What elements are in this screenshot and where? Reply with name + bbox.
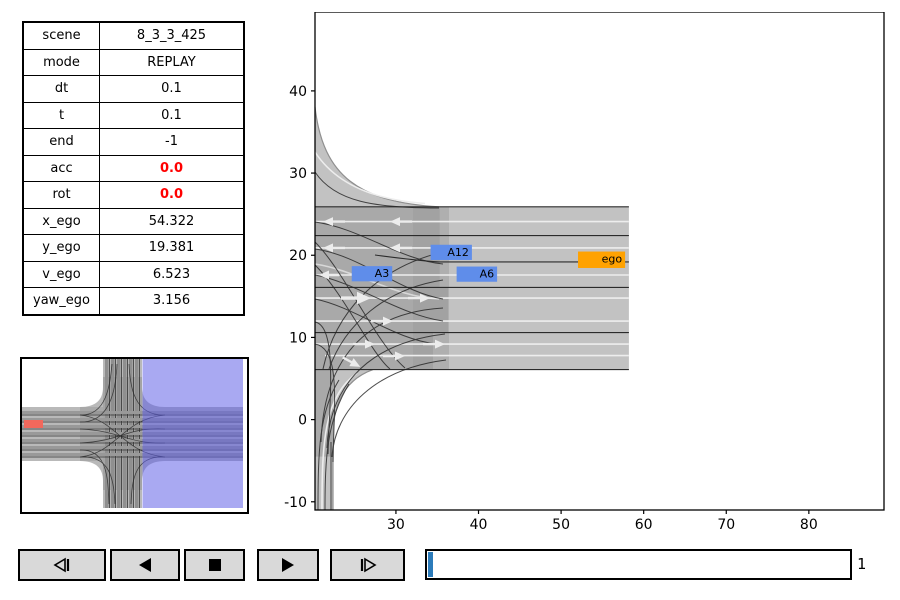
minimap <box>20 357 249 514</box>
minimap-ego-marker <box>24 420 43 428</box>
info-row: end -1 <box>22 128 245 156</box>
info-key: rot <box>22 181 100 209</box>
x-tick-label: 80 <box>800 517 818 533</box>
info-row: t 0.1 <box>22 101 245 129</box>
info-value: 0.1 <box>99 75 245 103</box>
vehicle-A3 <box>351 266 393 282</box>
info-value: REPLAY <box>99 48 245 76</box>
stop-icon <box>208 559 221 571</box>
y-tick-label: 30 <box>289 166 307 182</box>
y-tick-label: 10 <box>289 330 307 346</box>
info-value: 19.381 <box>99 234 245 262</box>
info-row: acc 0.0 <box>22 154 245 182</box>
info-key: yaw_ego <box>22 287 100 315</box>
play-forward-icon <box>282 558 294 572</box>
y-tick-label: 0 <box>298 413 307 429</box>
vehicle-A6 <box>456 266 498 282</box>
vehicle-label: A3 <box>375 267 390 280</box>
x-tick-label: 70 <box>717 517 735 533</box>
minimap-viewport-overlay <box>142 359 243 508</box>
info-value: 6.523 <box>99 260 245 288</box>
info-row: yaw_ego 3.156 <box>22 287 245 315</box>
frame-counter: 1 <box>857 555 867 573</box>
info-value: 0.0 <box>99 154 245 182</box>
y-tick-label: 40 <box>289 84 307 100</box>
y-tick-label: -10 <box>284 495 307 511</box>
info-key: mode <box>22 48 100 76</box>
info-row: y_ego 19.381 <box>22 234 245 262</box>
info-key: end <box>22 128 100 156</box>
info-value: 0.0 <box>99 181 245 209</box>
info-row: scene 8_3_3_425 <box>22 21 245 50</box>
info-value: -1 <box>99 128 245 156</box>
scenario-plot-canvas: 30 40 50 60 70 80 40 30 20 10 0 -10 A3 A12 A6 ego <box>284 11 885 533</box>
info-key: v_ego <box>22 260 100 288</box>
scenario-plot: 30 40 50 60 70 80 40 30 20 10 0 -10 A3 A12 A6 ego <box>270 11 900 547</box>
step-backward-icon <box>53 557 70 573</box>
info-value: 54.322 <box>99 207 245 235</box>
step-forward-button[interactable] <box>330 549 405 581</box>
step-forward-icon <box>360 557 377 573</box>
play-backward-icon <box>139 558 151 572</box>
vehicle-label: A12 <box>447 246 469 259</box>
x-tick-label: 40 <box>470 517 488 533</box>
y-tick-label: 20 <box>289 248 307 264</box>
play-forward-button[interactable] <box>257 549 319 581</box>
step-backward-button[interactable] <box>18 549 106 581</box>
info-key: scene <box>22 21 100 50</box>
vehicle-label: A6 <box>480 268 495 281</box>
x-tick-label: 30 <box>387 517 405 533</box>
info-row: dt 0.1 <box>22 75 245 103</box>
x-tick-label: 50 <box>552 517 570 533</box>
play-backward-button[interactable] <box>110 549 180 581</box>
stop-button[interactable] <box>184 549 245 581</box>
info-key: y_ego <box>22 234 100 262</box>
info-row: rot 0.0 <box>22 181 245 209</box>
info-row: mode REPLAY <box>22 48 245 76</box>
info-value: 8_3_3_425 <box>99 21 245 50</box>
info-row: v_ego 6.523 <box>22 260 245 288</box>
info-key: acc <box>22 154 100 182</box>
vehicle-A12 <box>430 244 472 260</box>
info-key: x_ego <box>22 207 100 235</box>
info-value: 0.1 <box>99 101 245 129</box>
x-tick-label: 60 <box>635 517 653 533</box>
timeline-progress <box>428 552 433 577</box>
timeline-slider[interactable] <box>425 549 852 580</box>
minimap-canvas <box>22 359 243 508</box>
info-value: 3.156 <box>99 287 245 315</box>
info-key: t <box>22 101 100 129</box>
info-row: x_ego 54.322 <box>22 207 245 235</box>
info-table: scene 8_3_3_425 mode REPLAY dt 0.1 t 0.1 end -1 ac… <box>22 21 245 316</box>
ego-vehicle <box>578 251 626 268</box>
vehicle-label: ego <box>602 253 623 266</box>
info-key: dt <box>22 75 100 103</box>
